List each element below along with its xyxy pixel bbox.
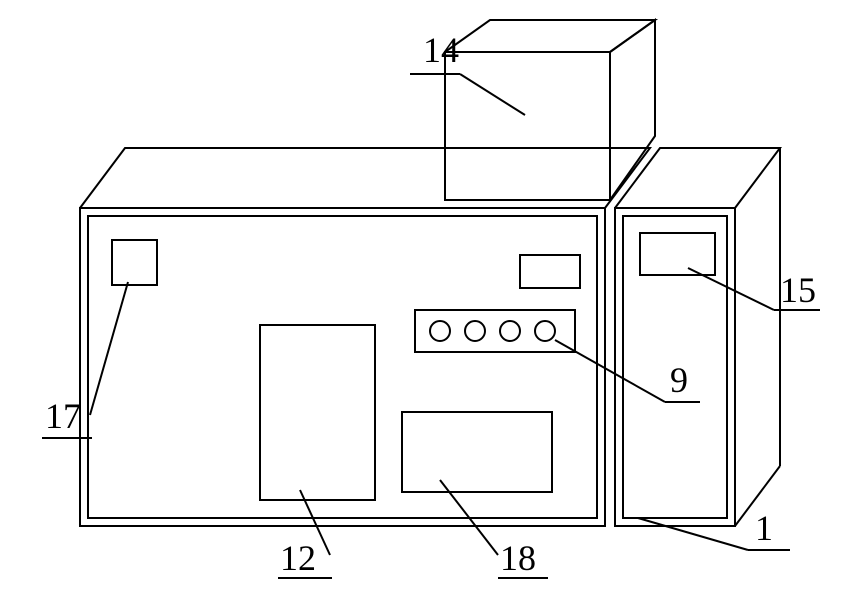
inner-panel-15 — [640, 233, 715, 275]
leader-9 — [555, 340, 665, 402]
leader-14 — [460, 74, 525, 115]
port-hole-2 — [500, 321, 520, 341]
leader-15 — [688, 268, 774, 310]
technical-diagram: 1 9 12 14 15 17 18 — [0, 0, 855, 602]
upper-right-box — [520, 255, 580, 288]
top-block-top-face — [445, 20, 655, 52]
top-block-side-face — [610, 20, 655, 200]
label-18: 18 — [500, 538, 536, 578]
label-9: 9 — [670, 360, 688, 400]
feature-17 — [112, 240, 157, 285]
panel-18 — [402, 412, 552, 492]
label-17: 17 — [45, 396, 81, 436]
top-block-front — [445, 52, 610, 200]
port-hole-3 — [535, 321, 555, 341]
label-15: 15 — [780, 270, 816, 310]
port-hole-0 — [430, 321, 450, 341]
panel-12 — [260, 325, 375, 500]
leader-1 — [638, 518, 748, 550]
port-block-9 — [415, 310, 575, 352]
label-14: 14 — [423, 30, 459, 70]
label-1: 1 — [755, 508, 773, 548]
label-12: 12 — [280, 538, 316, 578]
port-hole-1 — [465, 321, 485, 341]
leader-17 — [90, 282, 128, 415]
